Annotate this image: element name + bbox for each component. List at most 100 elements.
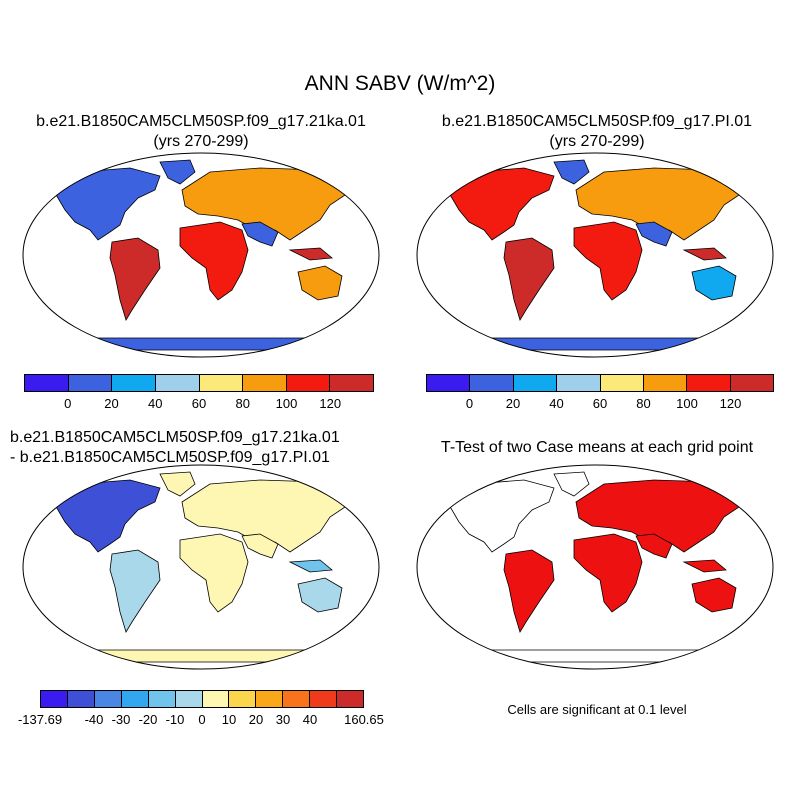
ttest-map-canvas	[416, 464, 774, 670]
landmass-indonesia	[682, 559, 727, 573]
case2-title-line1: b.e21.B1850CAM5CLM50SP.f09_g17.PI.01	[441, 113, 753, 130]
landmass-arabia-india	[241, 221, 279, 247]
colorbar-swatch	[310, 691, 338, 707]
ttest-map	[414, 462, 776, 672]
landmass-indonesia	[288, 247, 333, 261]
colorbar-label: 120	[719, 396, 742, 411]
colorbar-swatch	[229, 691, 257, 707]
case2-map	[414, 150, 776, 360]
colorbar-swatch	[557, 375, 601, 391]
colorbar-label: 40	[148, 396, 163, 411]
colorbar-label: 0	[465, 396, 474, 411]
colorbar-swatch	[175, 691, 203, 707]
colorbar-label: 60	[592, 396, 608, 411]
colorbar-swatch	[513, 375, 558, 391]
colorbar-label: -40	[84, 712, 104, 727]
case2-title-line2: (yrs 270-299)	[549, 133, 645, 150]
colorbar-swatch	[243, 375, 287, 391]
landmass-africa	[573, 533, 643, 613]
landmass-north-america	[443, 479, 555, 553]
case1-title-line2: (yrs 270-299)	[153, 133, 249, 150]
colorbar-label: -10	[165, 712, 185, 727]
figure-title: ANN SABV (W/m^2)	[304, 72, 496, 95]
colorbar-label: 10	[221, 712, 237, 727]
landmass-arabia-india	[635, 221, 673, 247]
colorbar-swatch	[730, 375, 773, 391]
colorbar-swatch	[67, 691, 95, 707]
colorbar-label: 100	[676, 396, 698, 411]
landmass-antarctica	[475, 337, 715, 351]
colorbar-label: 80	[636, 396, 651, 411]
colorbar-label: 60	[191, 396, 207, 411]
diff-title-line2: - b.e21.B1850CAM5CLM50SP.f09_g17.PI.01	[10, 449, 330, 466]
colorbar-swatch	[427, 375, 471, 391]
case2-title: b.e21.B1850CAM5CLM50SP.f09_g17.PI.01 (yr…	[416, 112, 778, 152]
colorbar-swatch	[337, 691, 364, 707]
case2-map-canvas	[416, 152, 774, 358]
colorbar-swatch	[202, 691, 230, 707]
colorbar-label: 0	[198, 712, 206, 727]
colorbar-swatch	[41, 691, 68, 707]
landmass-antarctica	[81, 337, 321, 351]
case1-colorbar	[24, 374, 374, 392]
ttest-title: T-Test of two Case means at each grid po…	[416, 438, 778, 458]
colorbar-label: 20	[248, 712, 264, 727]
landmass-australia	[297, 265, 343, 301]
diff-title: b.e21.B1850CAM5CLM50SP.f09_g17.21ka.01 -…	[10, 428, 390, 468]
landmass-australia	[297, 577, 343, 613]
landmass-africa	[179, 533, 249, 613]
colorbar-swatch	[283, 691, 311, 707]
landmass-south-america	[503, 237, 555, 321]
landmass-greenland	[553, 159, 590, 185]
case1-map	[20, 150, 382, 360]
ttest-title-line1: T-Test of two Case means at each grid po…	[440, 439, 754, 456]
landmass-south-america	[109, 549, 161, 633]
significance-note: Cells are significant at 0.1 level	[507, 702, 687, 717]
colorbar-label: 40	[549, 396, 564, 411]
landmass-greenland	[159, 471, 196, 497]
case1-title: b.e21.B1850CAM5CLM50SP.f09_g17.21ka.01 (…	[20, 112, 382, 152]
landmass-north-america	[49, 479, 161, 553]
landmass-australia	[691, 577, 737, 613]
colorbar-label: 40	[302, 712, 318, 727]
colorbar-swatch	[94, 691, 122, 707]
colorbar-label: 30	[275, 712, 291, 727]
colorbar-label: 120	[319, 396, 342, 411]
diff-map	[20, 462, 382, 672]
colorbar-label: -30	[111, 712, 131, 727]
colorbar-label: 0	[64, 396, 72, 411]
landmass-greenland	[159, 159, 196, 185]
map-border	[416, 464, 774, 670]
landmass-africa	[573, 221, 643, 301]
colorbar-label: 20	[505, 396, 521, 411]
colorbar-swatch	[256, 691, 284, 707]
landmass-africa	[179, 221, 249, 301]
landmass-arabia-india	[241, 533, 279, 559]
colorbar-swatch	[470, 375, 514, 391]
colorbar-label: 100	[275, 396, 298, 411]
landmass-north-america	[443, 167, 555, 241]
landmass-north-america	[49, 167, 161, 241]
colorbar-swatch	[68, 375, 113, 391]
landmass-indonesia	[682, 247, 727, 261]
landmass-south-america	[109, 237, 161, 321]
colorbar-swatch	[155, 375, 200, 391]
landmass-greenland	[553, 471, 590, 497]
map-border	[22, 152, 380, 358]
colorbar-swatch	[25, 375, 69, 391]
landmass-antarctica	[81, 649, 321, 663]
colorbar-label: -137.69	[17, 712, 63, 727]
map-border	[416, 152, 774, 358]
colorbar-swatch	[687, 375, 731, 391]
colorbar-swatch	[330, 375, 373, 391]
case1-map-canvas	[22, 152, 380, 358]
colorbar-swatch	[112, 375, 156, 391]
colorbar-label: 160.65	[344, 712, 384, 727]
diff-colorbar	[40, 690, 364, 708]
colorbar-label: -20	[138, 712, 158, 727]
map-border	[22, 464, 380, 670]
colorbar-swatch	[121, 691, 149, 707]
colorbar-label: 20	[104, 396, 119, 411]
landmass-antarctica	[475, 649, 715, 663]
diff-title-line1: b.e21.B1850CAM5CLM50SP.f09_g17.21ka.01	[10, 429, 340, 446]
